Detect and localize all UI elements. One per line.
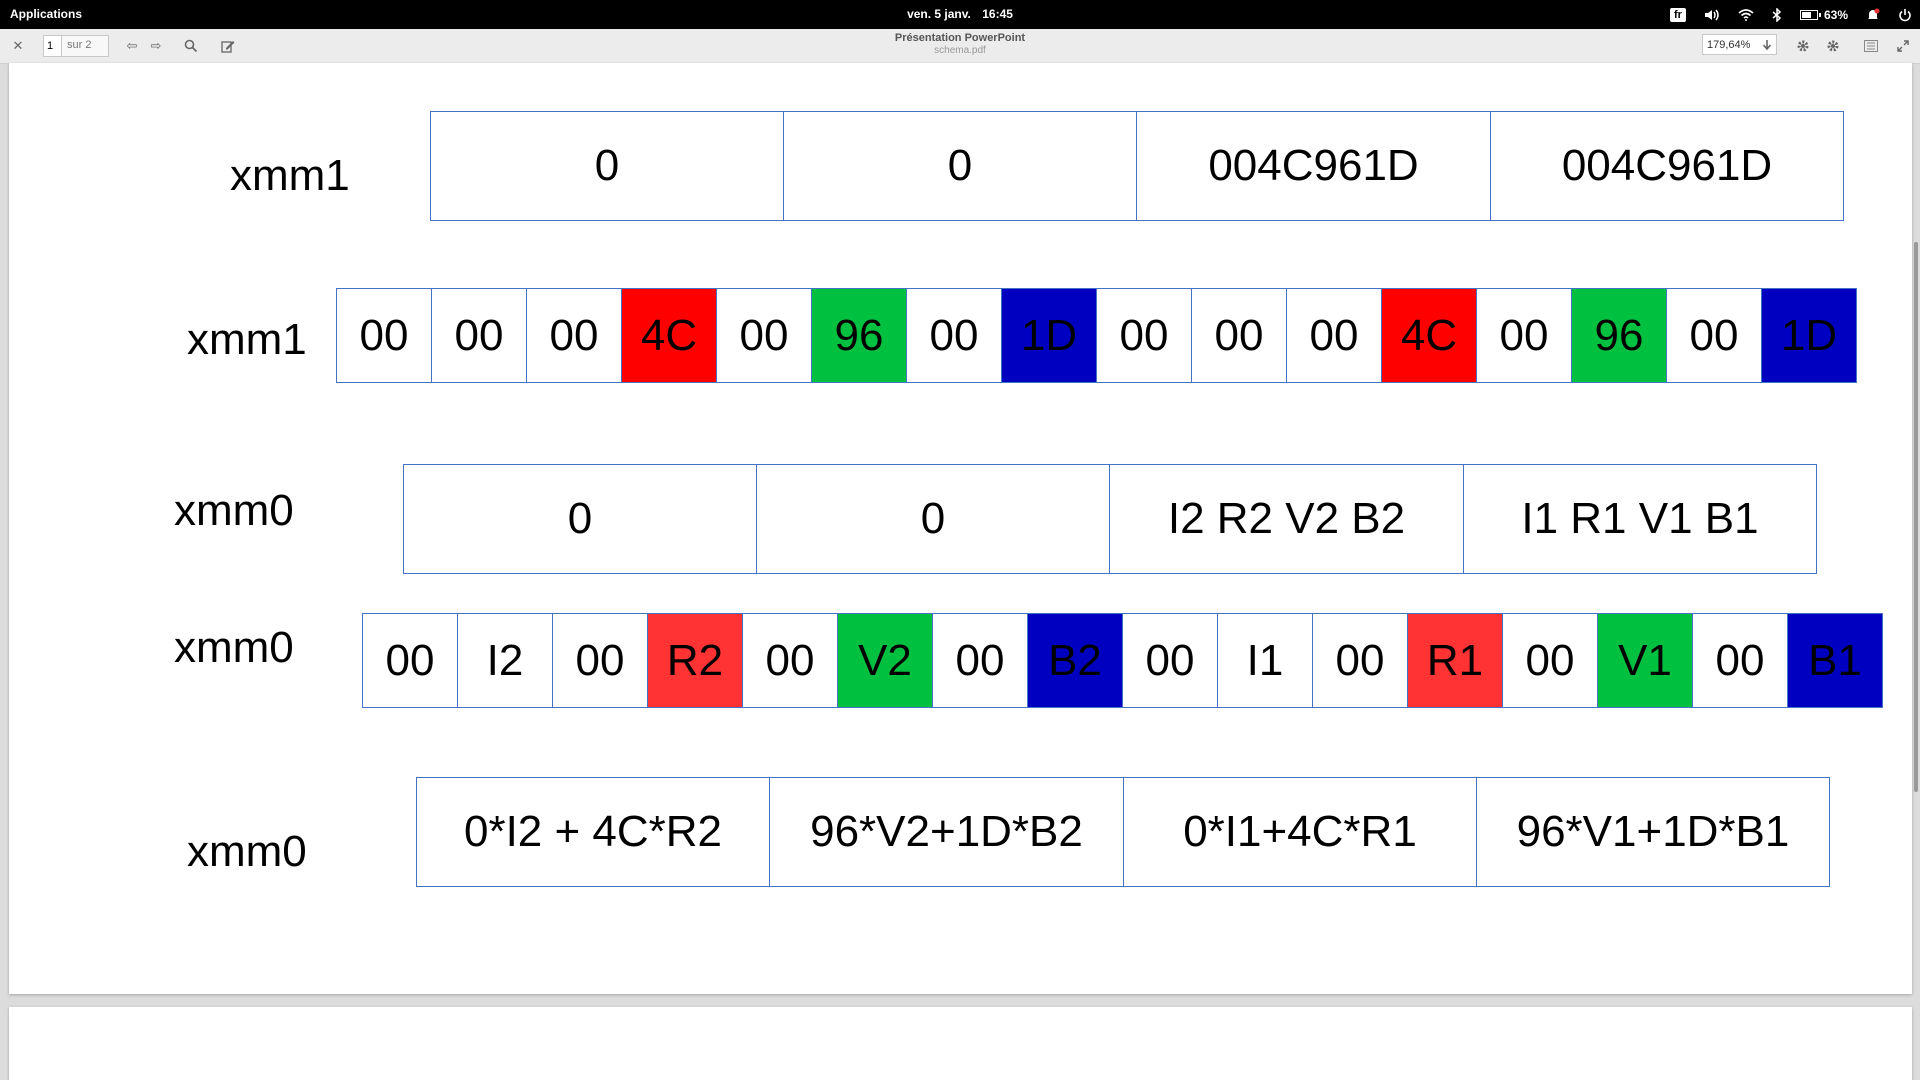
bluetooth-icon[interactable] (1772, 7, 1782, 22)
register-cell: 0*I2 + 4C*R2 (417, 777, 770, 887)
applications-menu[interactable]: Applications (10, 7, 83, 21)
byte-cell: 00 (743, 613, 838, 708)
byte-cell: 00 (1667, 288, 1762, 383)
register-cell: 004C961D (1491, 111, 1844, 221)
fullscreen-icon[interactable] (1893, 36, 1913, 56)
pdf-page-2 (9, 1007, 1912, 1080)
byte-cell: 00 (337, 288, 432, 383)
byte-cell: 00 (1123, 613, 1218, 708)
document-filename: schema.pdf (934, 45, 986, 56)
zoom-selector[interactable]: 179,64% (1702, 34, 1777, 55)
register-cell: I2 R2 V2 B2 (1110, 464, 1464, 574)
register-cell: 96*V2+1D*B2 (770, 777, 1124, 887)
byte-cell: 00 (363, 613, 458, 708)
document-title: Présentation PowerPoint schema.pdf (0, 32, 1920, 56)
register-bytes-row-2: 00 I2 00 R2 00 V2 00 B2 00 I1 00 R1 00 V… (362, 613, 1883, 708)
clock-time: 16:45 (982, 7, 1013, 21)
byte-cell-blue: 1D (1762, 288, 1857, 383)
register-label: xmm0 (187, 827, 307, 876)
register-cell: 0 (757, 464, 1110, 574)
register-cell: 0*I1+4C*R1 (1124, 777, 1477, 887)
page-number-input[interactable] (44, 36, 62, 56)
byte-cell: I1 (1218, 613, 1313, 708)
byte-cell: 00 (1287, 288, 1382, 383)
byte-cell: 00 (907, 288, 1002, 383)
byte-cell: 00 (717, 288, 812, 383)
byte-cell-blue: 1D (1002, 288, 1097, 383)
keyboard-layout-indicator[interactable]: fr (1670, 7, 1686, 22)
settings-icon[interactable] (1823, 36, 1843, 56)
byte-cell: 00 (1192, 288, 1287, 383)
gear-icon[interactable] (1793, 36, 1813, 56)
close-icon[interactable]: ✕ (12, 38, 24, 53)
register-label: xmm1 (230, 151, 350, 200)
notification-icon[interactable] (1866, 8, 1880, 22)
byte-cell: 00 (1097, 288, 1192, 383)
register-cell: I1 R1 V1 B1 (1464, 464, 1817, 574)
register-cell: 0 (784, 111, 1137, 221)
register-cell: 96*V1+1D*B1 (1477, 777, 1830, 887)
byte-cell: 00 (1693, 613, 1788, 708)
register-row-1: 0 0 004C961D 004C961D (430, 111, 1844, 221)
power-icon[interactable] (1898, 8, 1912, 22)
byte-cell: 00 (527, 288, 622, 383)
byte-cell: 00 (553, 613, 648, 708)
byte-cell: 00 (1503, 613, 1598, 708)
search-icon[interactable] (181, 36, 201, 56)
byte-cell-green: V2 (838, 613, 933, 708)
previous-page-icon[interactable]: ⇦ (126, 38, 138, 53)
byte-cell-green: V1 (1598, 613, 1693, 708)
zoom-dropdown-icon (1762, 39, 1772, 50)
battery-indicator[interactable]: 63% (1799, 7, 1848, 22)
byte-cell: I2 (458, 613, 553, 708)
sidebar-toggle-icon[interactable] (1861, 36, 1881, 56)
register-row-2: 0 0 I2 R2 V2 B2 I1 R1 V1 B1 (403, 464, 1817, 574)
document-title-text: Présentation PowerPoint (894, 32, 1026, 44)
annotate-icon[interactable] (218, 36, 238, 56)
vertical-scrollbar[interactable] (1914, 242, 1918, 792)
byte-cell: 00 (1477, 288, 1572, 383)
viewer-toolbar: ✕ sur 2 ⇦ ⇨ Présentation PowerPoint sche… (0, 29, 1920, 64)
byte-cell: 00 (432, 288, 527, 383)
next-page-icon[interactable]: ⇨ (150, 38, 162, 53)
battery-percent: 63% (1823, 7, 1848, 22)
page-count-label: sur 2 (67, 39, 92, 51)
register-label: xmm0 (174, 486, 294, 535)
register-label: xmm0 (174, 623, 294, 672)
register-row-3: 0*I2 + 4C*R2 96*V2+1D*B2 0*I1+4C*R1 96*V… (416, 777, 1830, 887)
battery-icon (1799, 9, 1821, 20)
register-label: xmm1 (187, 315, 307, 364)
byte-cell: 00 (1313, 613, 1408, 708)
byte-cell-red: 4C (622, 288, 717, 383)
clock-date: ven. 5 janv. (907, 7, 971, 21)
clock[interactable]: ven. 5 janv. 16:45 (0, 7, 1920, 21)
register-cell: 0 (431, 111, 784, 221)
zoom-value: 179,64% (1707, 38, 1751, 51)
byte-cell-blue: B1 (1788, 613, 1883, 708)
wifi-icon[interactable] (1738, 8, 1754, 21)
volume-icon[interactable] (1704, 8, 1720, 22)
byte-cell-green: 96 (812, 288, 907, 383)
byte-cell-red: R2 (648, 613, 743, 708)
pdf-page-1: xmm1 0 0 004C961D 004C961D xmm1 00 00 00… (9, 63, 1912, 994)
page-selector: sur 2 (43, 35, 109, 57)
register-cell: 0 (404, 464, 757, 574)
byte-cell-red: 4C (1382, 288, 1477, 383)
byte-cell-green: 96 (1572, 288, 1667, 383)
byte-cell-red: R1 (1408, 613, 1503, 708)
register-bytes-row-1: 00 00 00 4C 00 96 00 1D 00 00 00 4C 00 9… (336, 288, 1857, 383)
register-cell: 004C961D (1137, 111, 1491, 221)
byte-cell-blue: B2 (1028, 613, 1123, 708)
top-panel: Applications ven. 5 janv. 16:45 fr 63% (0, 0, 1920, 29)
system-tray: fr 63% (1670, 4, 1912, 25)
byte-cell: 00 (933, 613, 1028, 708)
